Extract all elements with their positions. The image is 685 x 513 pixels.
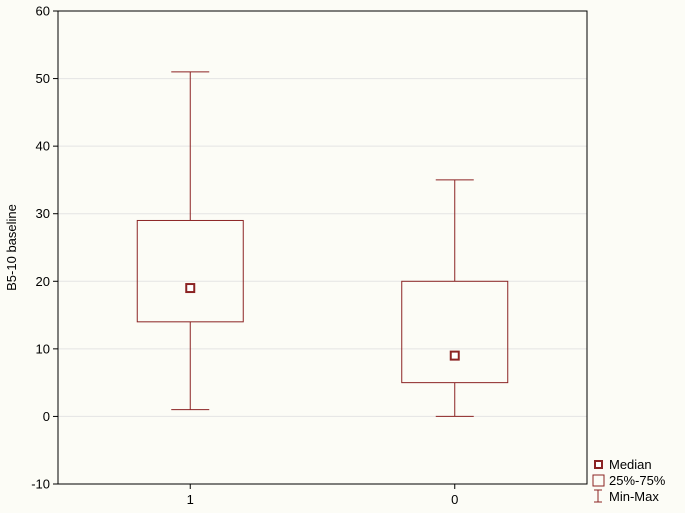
legend-label: Median [609, 457, 652, 472]
box-series [136, 71, 509, 417]
legend-box-symbol [592, 474, 605, 487]
legend-median-symbol [594, 460, 603, 469]
iqr-box [136, 219, 244, 323]
median-marker [185, 283, 196, 294]
y-tick-label: 60 [36, 4, 50, 19]
plot-frame [57, 10, 588, 485]
y-tick-label: 0 [43, 409, 50, 424]
y-tick-label: 30 [36, 206, 50, 221]
box-0 [401, 179, 509, 417]
y-tick-label: 50 [36, 71, 50, 86]
box-1 [136, 71, 244, 411]
y-tick-label: -10 [31, 477, 50, 492]
y-axis: -10 0 10 20 30 40 50 60 [31, 4, 58, 492]
grid-lines [58, 78, 587, 417]
legend-label: 25%-75% [609, 473, 666, 488]
y-tick-label: 10 [36, 341, 50, 356]
x-tick-label: 1 [187, 492, 194, 507]
legend-label: Min-Max [609, 489, 659, 504]
x-tick-label: 0 [451, 492, 458, 507]
median-marker [449, 350, 460, 361]
y-tick-label: 20 [36, 274, 50, 289]
y-tick-label: 40 [36, 139, 50, 154]
y-axis-title: B5-10 baseline [4, 204, 19, 291]
iqr-box [401, 280, 509, 384]
